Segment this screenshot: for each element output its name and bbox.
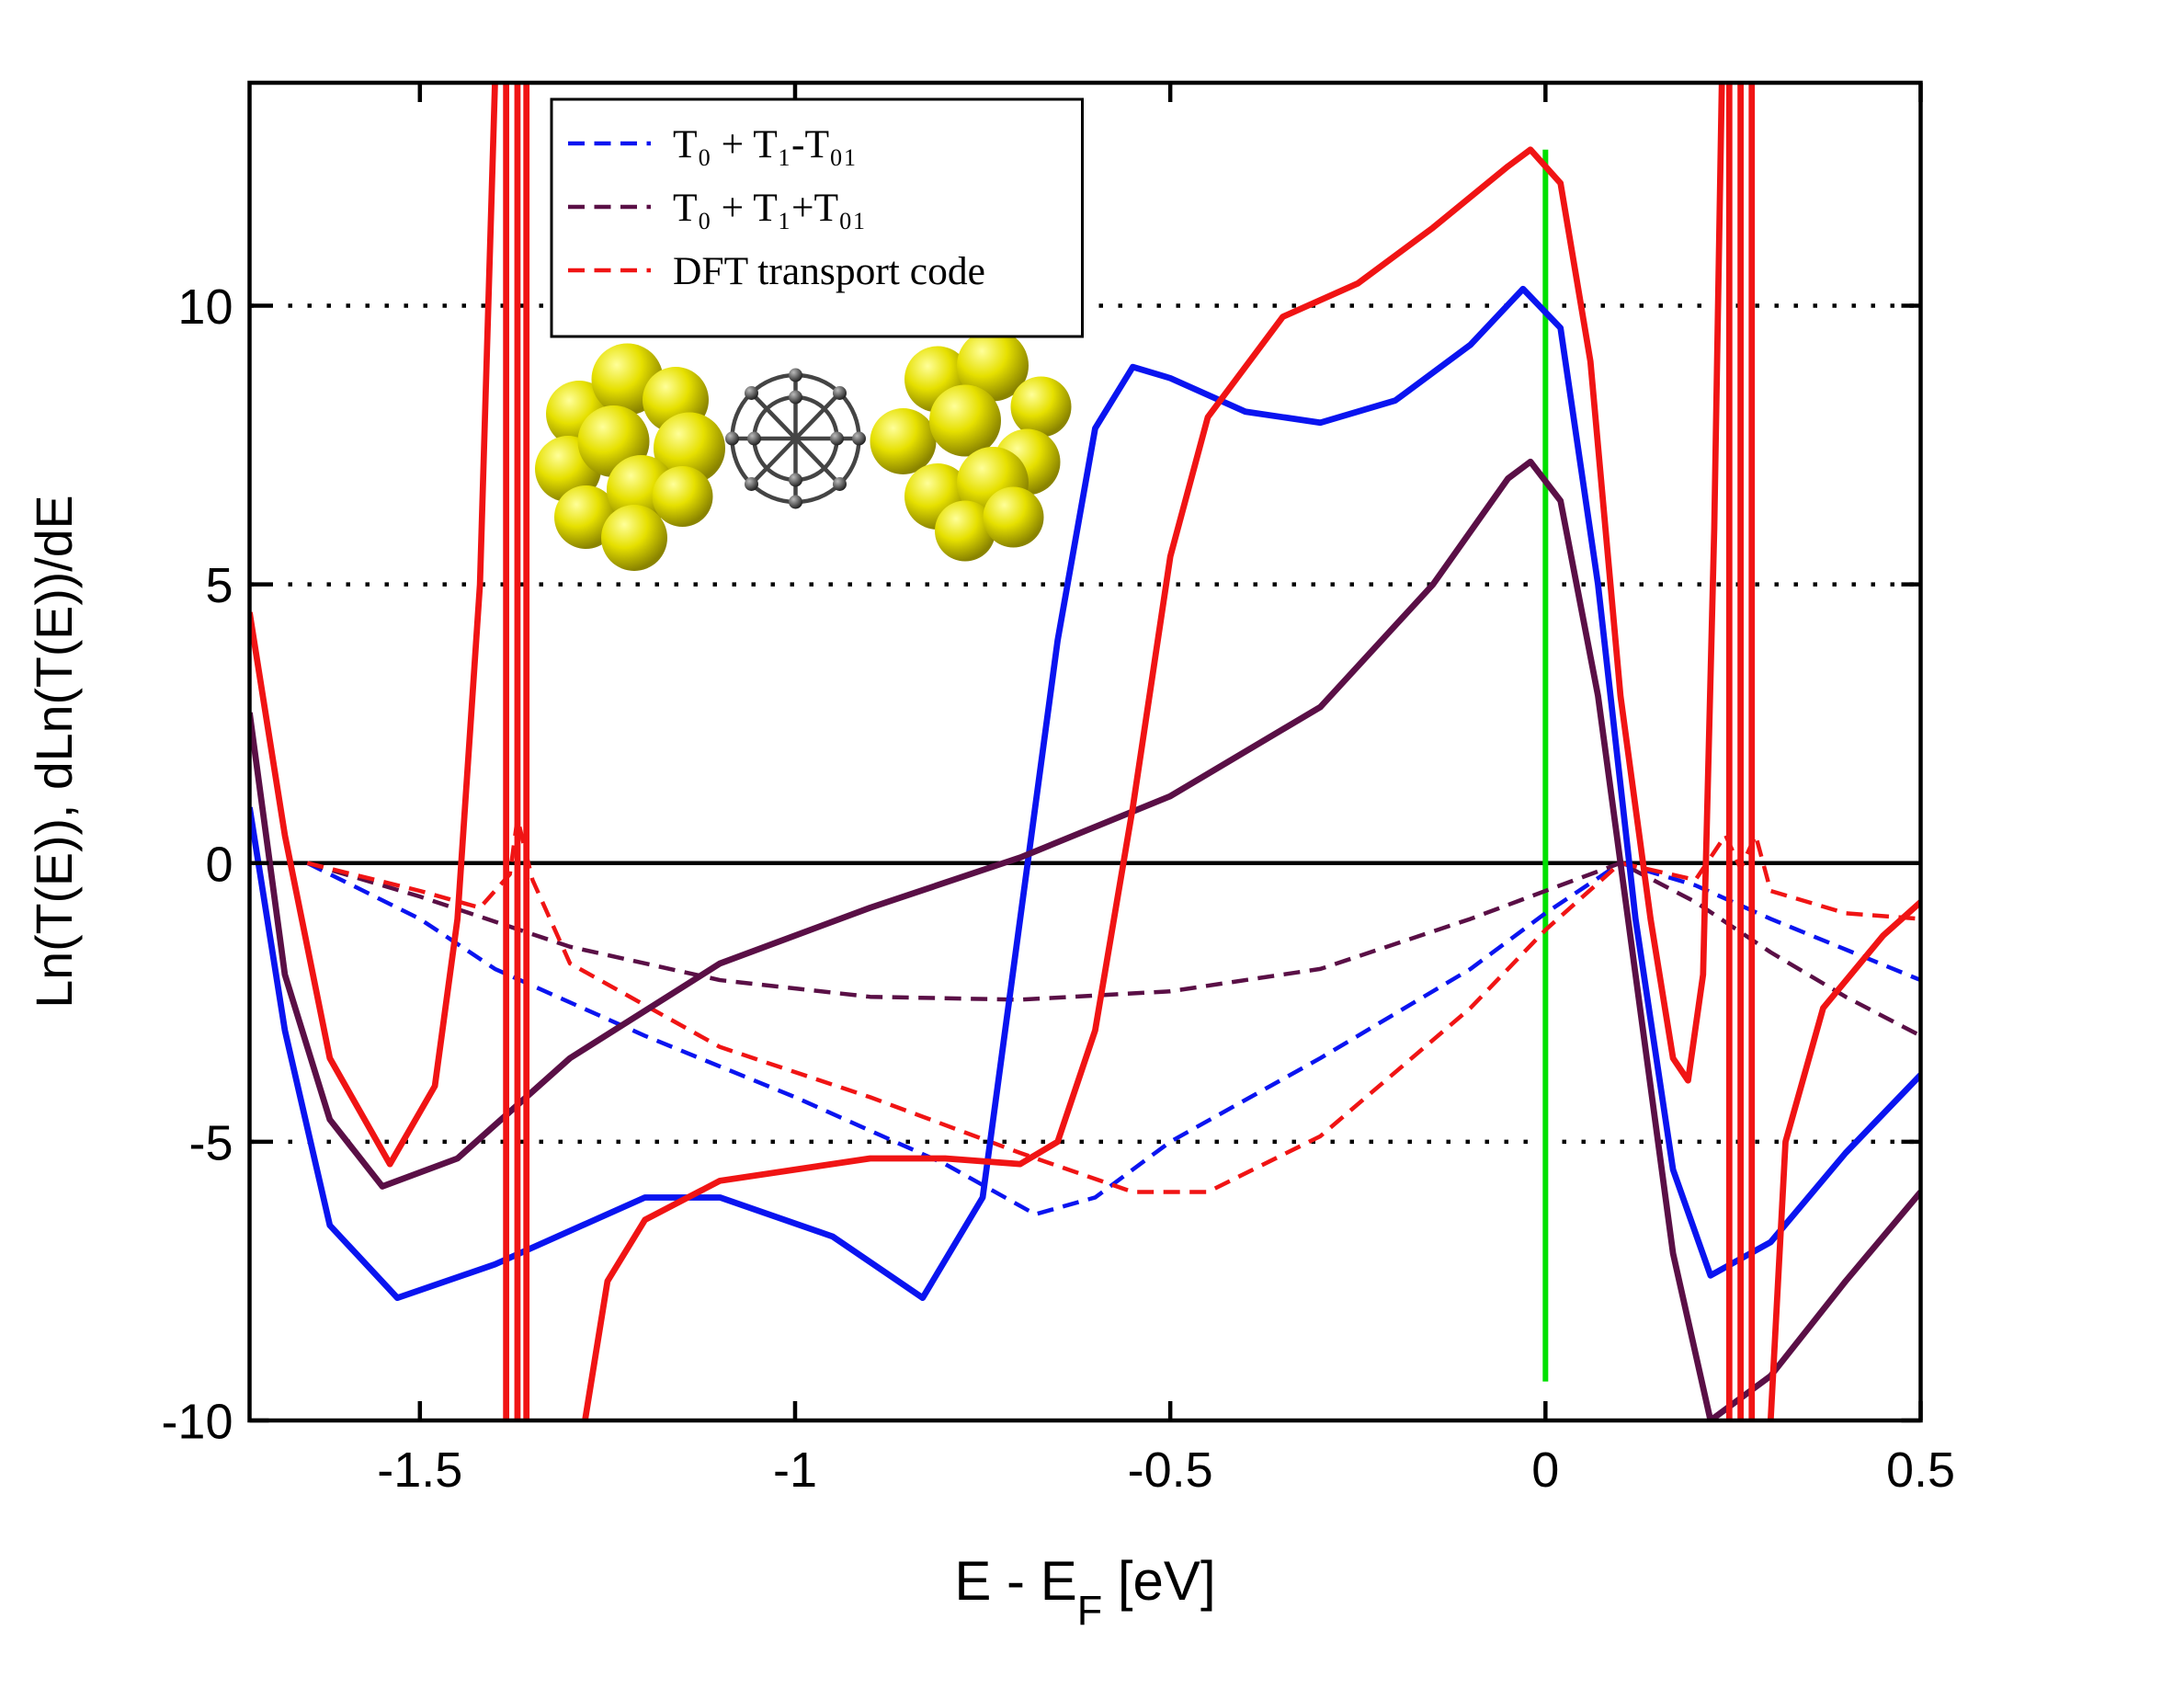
y-tick-label: 0 — [205, 837, 233, 892]
x-label-part: [eV] — [1102, 1550, 1215, 1612]
solid-line — [249, 285, 1921, 1302]
dashed-line — [306, 816, 1921, 1194]
y-tick-label: -5 — [188, 1115, 233, 1170]
legend-label: T₀ + T₁+T₀₁ — [673, 186, 866, 230]
solid-line — [249, 83, 1921, 1420]
y-axis-label: Ln(T(E)), dLn(T(E))/dE — [26, 495, 83, 1008]
plot-frame — [247, 80, 1923, 1423]
solid-line — [249, 458, 1921, 1420]
x-axis-label: E - EF [eV] — [954, 1550, 1215, 1634]
dashed-line — [306, 861, 1921, 1038]
x-tick-label: -1.5 — [377, 1443, 462, 1498]
dashed-line — [306, 861, 1921, 1216]
x-tick-label: -1 — [773, 1443, 817, 1498]
x-label-part: E - E — [954, 1550, 1076, 1612]
molecule-inset — [535, 329, 1072, 571]
x-tick-label: -0.5 — [1128, 1443, 1213, 1498]
y-tick-label: 5 — [205, 558, 233, 613]
legend-label: DFT transport code — [673, 249, 985, 293]
legend-label: T₀ + T₁-T₀₁ — [673, 122, 857, 166]
x-label-part: F — [1077, 1587, 1103, 1634]
y-tick-label: 10 — [177, 279, 233, 335]
y-tick-label: -10 — [161, 1395, 233, 1450]
legend-box — [550, 97, 1084, 338]
x-tick-label: 0 — [1531, 1443, 1559, 1498]
x-tick-label: 0.5 — [1886, 1443, 1955, 1498]
plot-lines — [249, 83, 1921, 1420]
